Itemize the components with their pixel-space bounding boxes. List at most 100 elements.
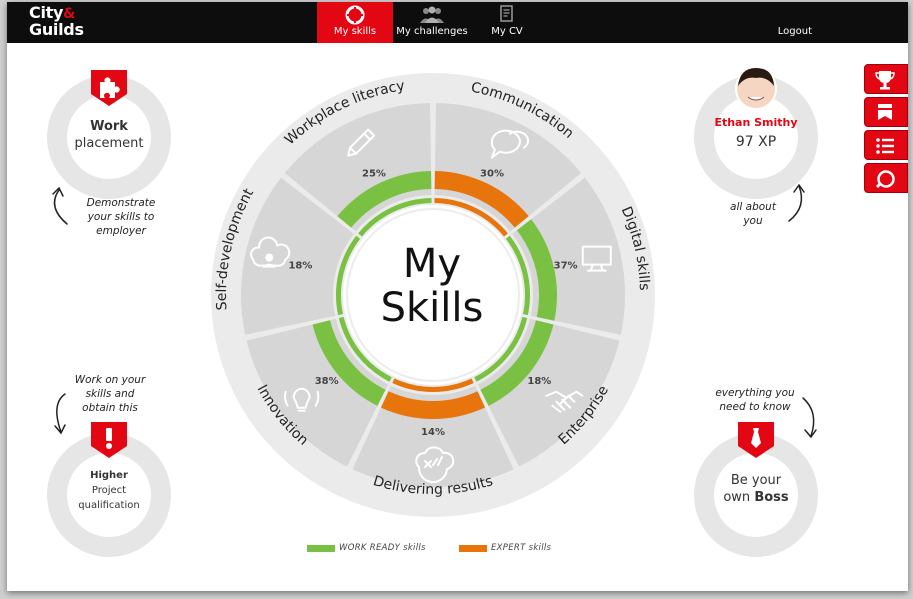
note-all-about: all about you [725, 200, 781, 228]
boss-line3: Boss [754, 490, 789, 505]
handshake-icon [545, 390, 584, 413]
skill-segment-label-band [436, 74, 604, 173]
profile-xp: 97 XP [735, 134, 777, 150]
trophy-icon [875, 71, 895, 90]
boss-line2: own [723, 490, 751, 505]
logo-text-bottom: Guilds [29, 20, 84, 39]
note-demonstrate-line3: employer [96, 225, 146, 237]
note-demonstrate-line2: your skills to [87, 211, 155, 223]
wheel-center-disc [343, 205, 523, 385]
note-everything: everything you need to know [701, 386, 809, 414]
skill-progress-band [480, 320, 554, 406]
skill-progress-band [337, 171, 432, 228]
skill-percent-label: 25% [362, 168, 386, 179]
tab-my-skills-label: My skills [333, 26, 377, 37]
skill-segment-label-band [262, 74, 430, 173]
note-all-about-line1: all about [730, 201, 776, 213]
note-work-on-line3: obtain this [82, 402, 138, 414]
work-placement-line2: placement [74, 136, 144, 151]
skill-segment-label-band [212, 159, 282, 341]
higher-line2: Project [91, 485, 127, 496]
tab-my-cv-label: My CV [491, 26, 523, 37]
skill-percent-label: 30% [480, 168, 504, 179]
logo-ampersand: & [63, 6, 76, 22]
skill-segment-background [477, 318, 620, 467]
skill-segment-background [241, 177, 354, 335]
skill-segment-label-band [340, 469, 526, 516]
skill-inner-ring [505, 235, 530, 316]
badge-icon [878, 104, 892, 120]
lightbulb-icon [284, 387, 320, 412]
tab-my-skills[interactable]: My skills [317, 2, 393, 43]
list-icon [876, 138, 894, 154]
skill-percent-label: 38% [315, 376, 339, 387]
skill-segment-background [434, 103, 582, 232]
boss-text: Be your own Boss [706, 472, 806, 506]
skill-inner-ring [338, 316, 392, 382]
legend-expert-swatch [459, 545, 487, 552]
note-demonstrate-line1: Demonstrate [86, 197, 156, 209]
brain-cloud-icon [250, 236, 291, 268]
higher-line3: qualification [78, 500, 140, 511]
note-work-on: Work on your skills and obtain this [63, 373, 157, 415]
skill-inner-ring [434, 198, 508, 237]
tab-my-cv[interactable]: My CV [481, 2, 533, 43]
wheel-center-title-line1: My [402, 241, 462, 287]
note-all-about-line2: you [743, 215, 763, 227]
skill-progress-band [380, 391, 486, 419]
note-everything-line2: need to know [719, 401, 791, 413]
profile-name: Ethan Smithy [714, 116, 798, 129]
skill-segment-label-band [584, 159, 654, 341]
document-icon [500, 5, 513, 22]
skill-percent-label: 14% [421, 427, 445, 438]
legend-work-ready-swatch [307, 545, 335, 552]
note-work-on-line1: Work on your [74, 374, 146, 386]
higher-qualification-text: Higher Project qualification [59, 468, 159, 513]
checklist-cloud-icon [415, 446, 455, 484]
skill-segment-background [284, 103, 432, 232]
top-navigation-bar: City& Guilds My skills My challenges [7, 2, 908, 43]
search-button[interactable] [864, 163, 908, 193]
skill-inner-ring [336, 235, 361, 316]
city-and-guilds-logo[interactable]: City& Guilds [29, 3, 84, 39]
wheel-center-title: My Skills [357, 242, 507, 330]
lifebuoy-icon [345, 5, 365, 25]
note-demonstrate: Demonstrate your skills to employer [69, 196, 173, 238]
skill-inner-ring [392, 378, 474, 392]
list-button[interactable] [864, 130, 908, 160]
note-work-on-line2: skills and [85, 388, 135, 400]
wheel-center-ring [346, 208, 520, 382]
higher-line1: Higher [90, 470, 128, 481]
skill-inner-ring [474, 316, 528, 382]
badge-button[interactable] [864, 97, 908, 127]
trophy-button[interactable] [864, 64, 908, 94]
wheel-center-title-line2: Skills [380, 285, 484, 331]
note-everything-line1: everything you [715, 387, 795, 399]
skill-percent-label: 18% [527, 376, 551, 387]
skill-segment-label-band [519, 340, 648, 493]
pencil-icon [347, 128, 376, 157]
skill-progress-band [434, 171, 529, 228]
monitor-icon [581, 245, 612, 272]
tab-my-challenges[interactable]: My challenges [396, 2, 468, 43]
search-icon [875, 170, 895, 189]
boss-line1: Be your [730, 473, 782, 488]
legend-expert-label: EXPERT skills [491, 543, 552, 553]
app-window: City& Guilds My skills My challenges [7, 2, 908, 591]
skill-segment-label-band [218, 340, 347, 493]
skill-percent-label: 18% [288, 261, 312, 272]
work-placement-text: Work placement [59, 118, 159, 152]
skill-inner-ring [358, 198, 432, 237]
skill-progress-band [312, 320, 386, 406]
speech-bubble-icon [490, 129, 530, 159]
logo-text-top: City [29, 3, 64, 22]
legend-work-ready-label: WORK READY skills [339, 543, 426, 553]
logout-link[interactable]: Logout [777, 26, 812, 37]
